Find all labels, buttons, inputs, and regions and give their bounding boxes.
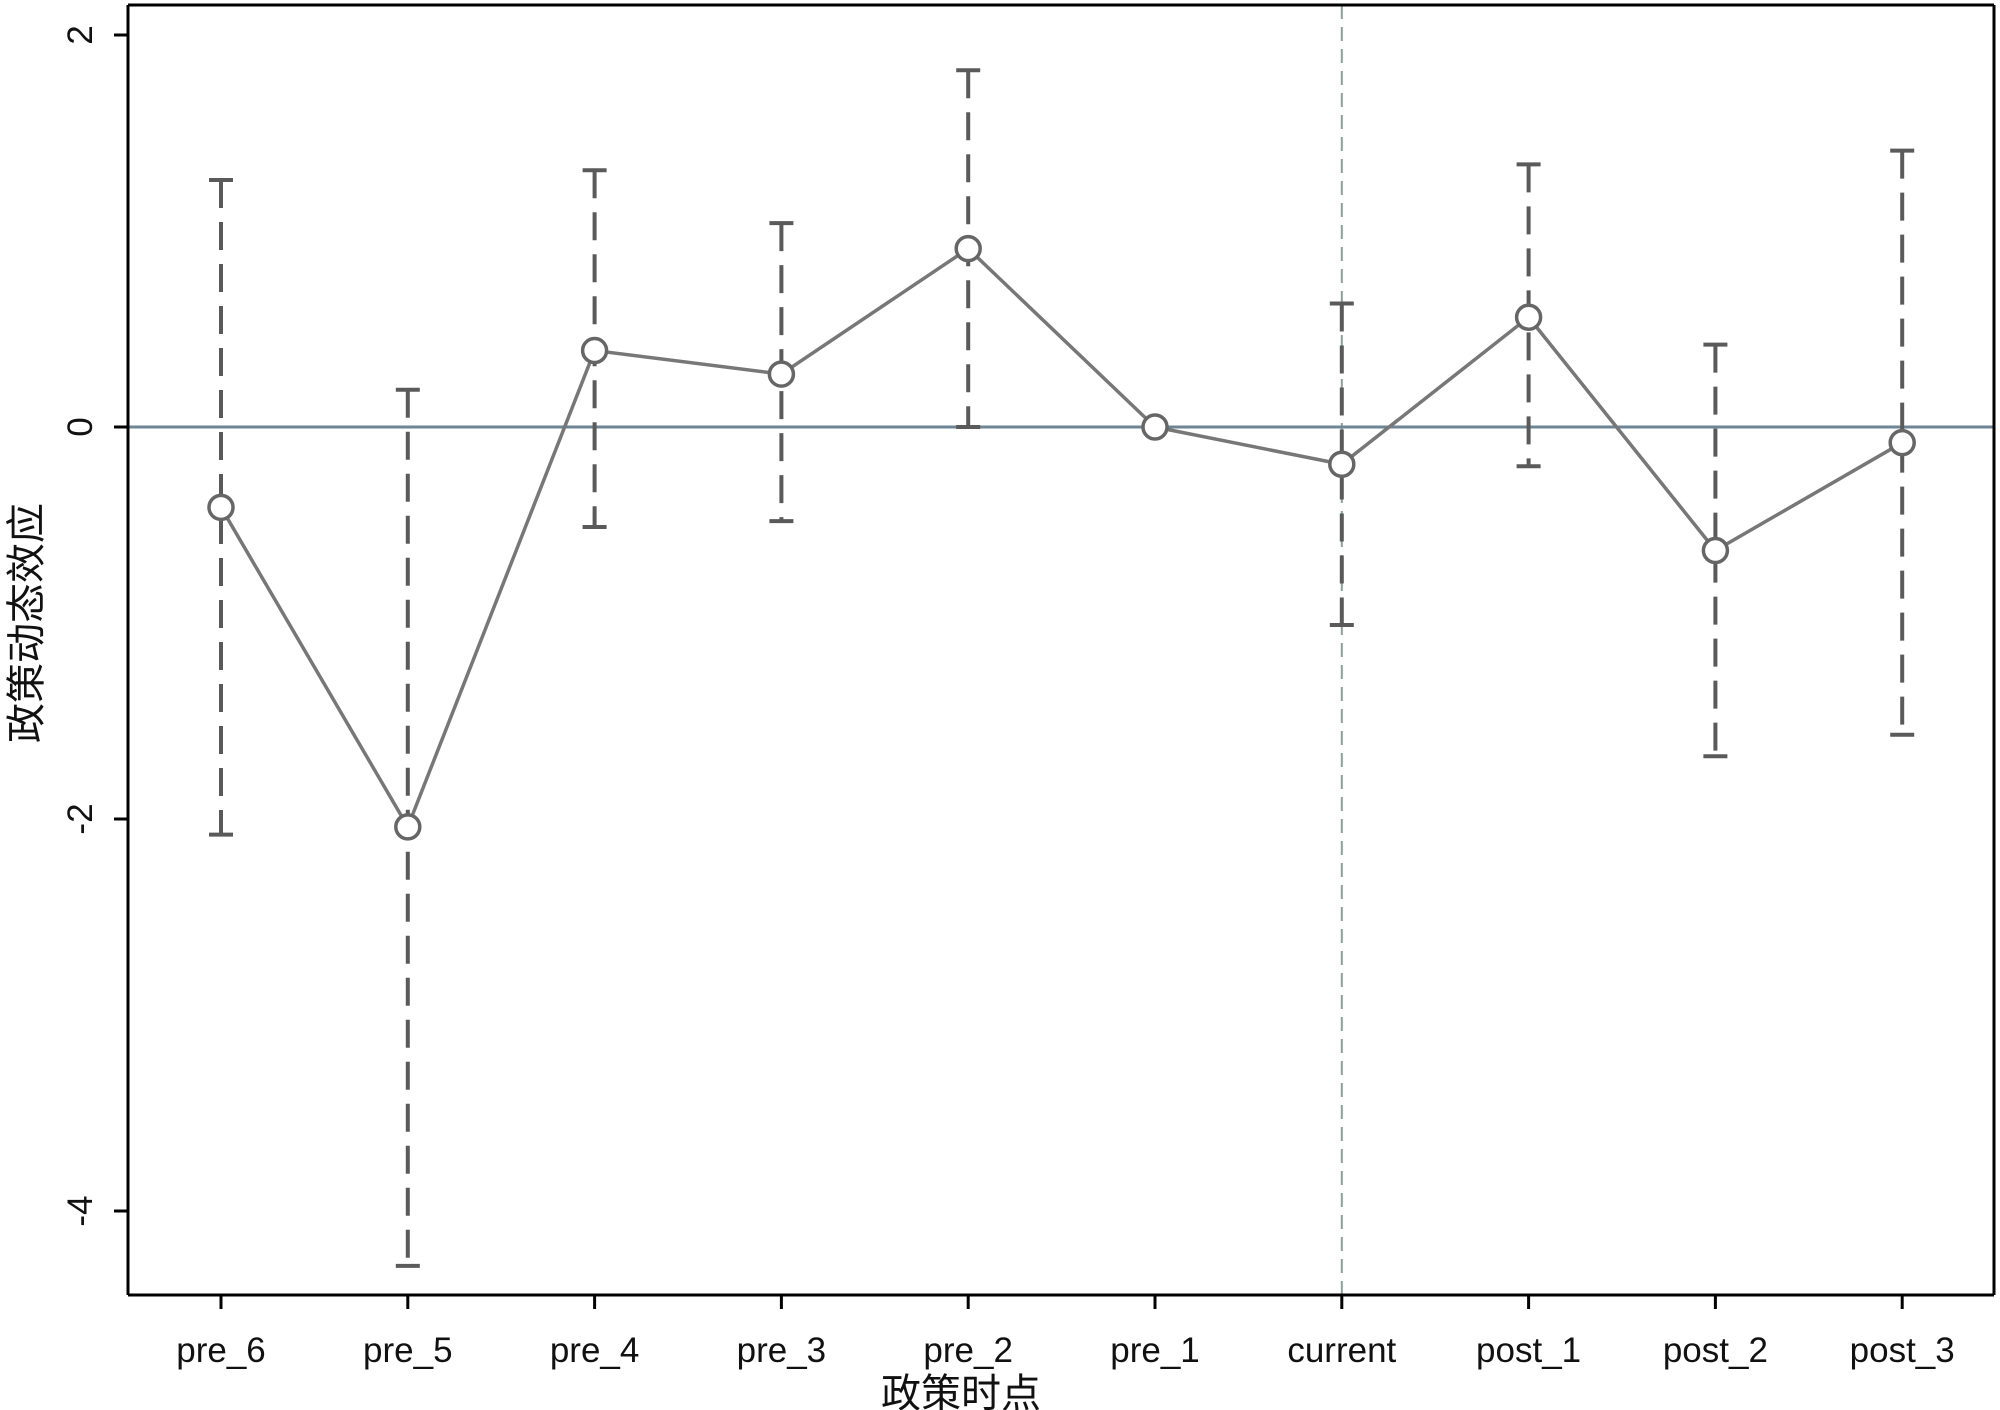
data-point-pre_4	[580, 336, 609, 365]
x-tick-label: post_1	[1476, 1331, 1581, 1370]
y-tick-label: -4	[61, 1195, 100, 1226]
x-tick-label: post_3	[1850, 1331, 1955, 1370]
x-axis-title: 政策时点	[881, 1371, 1041, 1410]
data-point-pre_6	[207, 493, 235, 522]
data-point-pre_5	[394, 813, 422, 841]
data-point-pre_1	[1141, 413, 1169, 441]
x-tick-label: pre_4	[550, 1331, 640, 1370]
y-tick-label: 2	[61, 25, 100, 44]
series-line	[219, 246, 1904, 829]
series-markers	[207, 234, 1916, 841]
x-tick-label: pre_1	[1110, 1331, 1200, 1370]
x-tick-label: pre_5	[363, 1331, 453, 1370]
x-tick-label: pre_3	[737, 1331, 827, 1370]
data-point-post_1	[1514, 303, 1543, 331]
y-axis-title: 政策动态效应	[4, 503, 50, 743]
data-point-post_2	[1701, 536, 1730, 565]
y-tick-label: 0	[61, 417, 100, 436]
data-point-pre_2	[954, 234, 982, 263]
axes: 2 0 -2 -4 pre_6 pre_5 pre_4 pre_3 pre_2 pre_1 curr…	[61, 3, 1996, 1370]
data-point-pre_3	[767, 360, 796, 388]
reference-lines	[128, 5, 1994, 1295]
x-tick-label: post_2	[1663, 1331, 1768, 1370]
series-line-layer	[219, 246, 1904, 829]
x-tick-label: current	[1287, 1331, 1396, 1370]
data-point-post_3	[1888, 428, 1916, 457]
y-tick-label: -2	[61, 803, 100, 834]
data-point-current	[1328, 450, 1356, 478]
x-tick-label: pre_6	[176, 1331, 266, 1370]
x-tick-label: pre_2	[923, 1331, 1013, 1370]
